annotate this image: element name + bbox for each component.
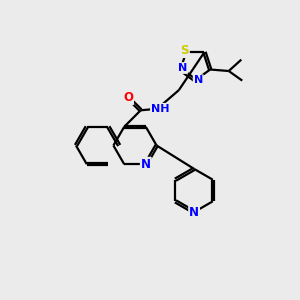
Text: N: N xyxy=(189,206,199,219)
Text: N: N xyxy=(141,158,151,171)
Text: O: O xyxy=(123,91,133,104)
Text: N: N xyxy=(178,63,187,73)
Text: S: S xyxy=(180,44,189,57)
Text: NH: NH xyxy=(151,104,170,114)
Text: N: N xyxy=(194,75,203,85)
